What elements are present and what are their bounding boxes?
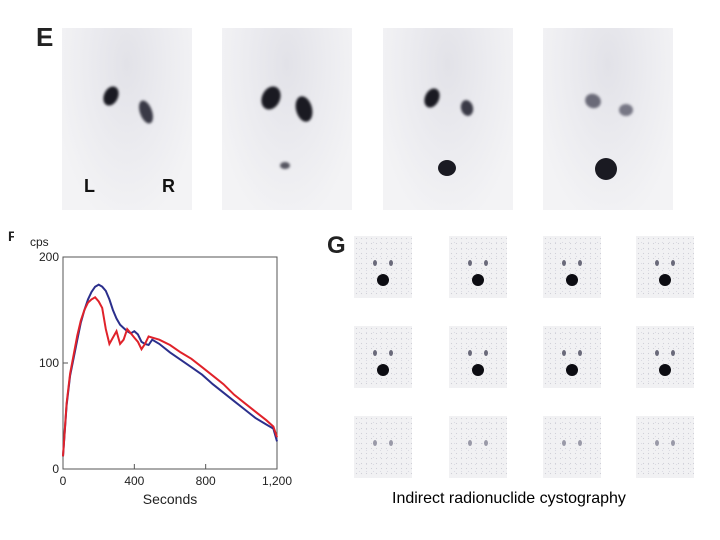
kidney-spot xyxy=(373,350,377,356)
bladder-spot xyxy=(472,274,484,286)
right-label: R xyxy=(162,176,175,196)
kidney-spot xyxy=(578,350,582,356)
cystography-frame xyxy=(636,236,694,298)
y-axis-label: cps xyxy=(30,235,49,249)
cystography-frame xyxy=(354,416,412,478)
kidney-spot xyxy=(578,440,582,446)
renogram-frame-3 xyxy=(383,28,513,210)
cystography-frame xyxy=(449,236,507,298)
x-tick-label: 400 xyxy=(124,474,144,488)
panel-letter-g: G xyxy=(327,232,346,259)
x-tick-label: 800 xyxy=(196,474,216,488)
y-tick-label: 0 xyxy=(52,462,59,476)
bladder-spot xyxy=(566,364,578,376)
kidney-spot xyxy=(484,260,488,266)
bladder-spot xyxy=(659,364,671,376)
cystography-frame xyxy=(636,416,694,478)
caption: Indirect radionuclide cystography xyxy=(392,490,626,507)
cystography-frame xyxy=(449,326,507,388)
cystography-frame xyxy=(636,326,694,388)
x-tick-label: 0 xyxy=(60,474,67,488)
kidney-spot xyxy=(389,260,393,266)
bladder xyxy=(438,160,456,176)
cystography-frame xyxy=(354,326,412,388)
renogram-frame-4 xyxy=(543,28,673,210)
kidney-spot xyxy=(468,260,472,266)
renogram-frame-1: L R xyxy=(62,28,192,210)
kidney-spot xyxy=(468,350,472,356)
renogram-curve-chart: 0 400 800 1,200 0 100 200 cps Seconds xyxy=(30,235,292,507)
kidney-spot xyxy=(671,260,675,266)
kidney-spot xyxy=(373,440,377,446)
y-tick-label: 100 xyxy=(39,356,59,370)
cystography-frame xyxy=(543,236,601,298)
kidney-spot xyxy=(578,260,582,266)
renogram-frame-2 xyxy=(222,28,352,210)
x-axis-label: Seconds xyxy=(143,491,197,507)
right-kidney xyxy=(619,104,633,116)
kidney-spot xyxy=(655,440,659,446)
kidney-spot xyxy=(671,440,675,446)
cystography-frame xyxy=(543,326,601,388)
bladder-spot xyxy=(377,274,389,286)
kidney-spot xyxy=(562,350,566,356)
series-line-2 xyxy=(62,296,278,457)
bladder-spot xyxy=(566,274,578,286)
bladder-spot xyxy=(472,364,484,376)
kidney-spot xyxy=(671,350,675,356)
kidney-spot xyxy=(655,260,659,266)
left-label: L xyxy=(84,176,95,196)
cystography-image-grid xyxy=(354,236,694,496)
kidney-spot xyxy=(562,260,566,266)
bladder-spot xyxy=(377,364,389,376)
kidney-spot xyxy=(389,440,393,446)
bladder xyxy=(280,162,290,169)
kidney-spot xyxy=(484,350,488,356)
bladder-spot xyxy=(659,274,671,286)
panel-letter-f: F xyxy=(8,228,14,244)
x-tick-label: 1,200 xyxy=(262,474,292,488)
y-tick-label: 200 xyxy=(39,250,59,264)
panel-letter-e: E xyxy=(36,22,54,52)
cystography-frame xyxy=(449,416,507,478)
kidney-spot xyxy=(389,350,393,356)
cystography-frame xyxy=(354,236,412,298)
cystography-frame xyxy=(543,416,601,478)
kidney-spot xyxy=(562,440,566,446)
kidney-spot xyxy=(484,440,488,446)
plot-frame xyxy=(62,256,278,470)
kidney-spot xyxy=(655,350,659,356)
kidney-spot xyxy=(468,440,472,446)
kidney-spot xyxy=(373,260,377,266)
bladder xyxy=(595,158,617,180)
